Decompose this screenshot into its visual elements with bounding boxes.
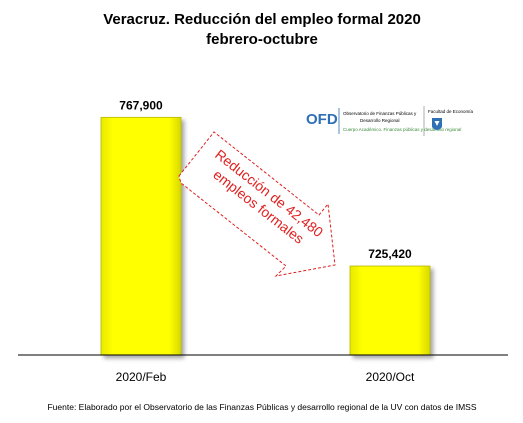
- chart-title-line1: Veracruz. Reducción del empleo formal 20…: [103, 11, 421, 28]
- logo-tagline: Cuerpo Académico. Finanzas públicas y de…: [343, 127, 461, 132]
- bars-group: 767,900 2020/Feb 725,420 2020/Oct: [100, 98, 431, 384]
- logo-name-line1: Observatorio de Finanzas Públicas y: [343, 111, 417, 116]
- source-note: Fuente: Elaborado por el Observatorio de…: [47, 402, 476, 412]
- ofd-logo: OFD Observatorio de Finanzas Públicas y …: [306, 106, 474, 136]
- reduction-arrow: Reducción de 42,480 empleos formales: [178, 131, 336, 277]
- logo-unit-text: Facultad de Economía: [428, 109, 474, 114]
- category-label: 2020/Oct: [366, 370, 415, 384]
- chart-title-line2: febrero-octubre: [206, 31, 318, 48]
- bar-2020-feb: [100, 116, 182, 356]
- category-label: 2020/Feb: [116, 370, 167, 384]
- bar-value-label: 767,900: [119, 98, 163, 112]
- logo-acronym: OFD: [306, 111, 338, 128]
- bar-value-label: 725,420: [368, 247, 412, 261]
- shield-icon: [432, 118, 442, 130]
- bar-2020-oct: [349, 265, 431, 356]
- logo-name-line2: Desarrollo Regional: [360, 118, 400, 123]
